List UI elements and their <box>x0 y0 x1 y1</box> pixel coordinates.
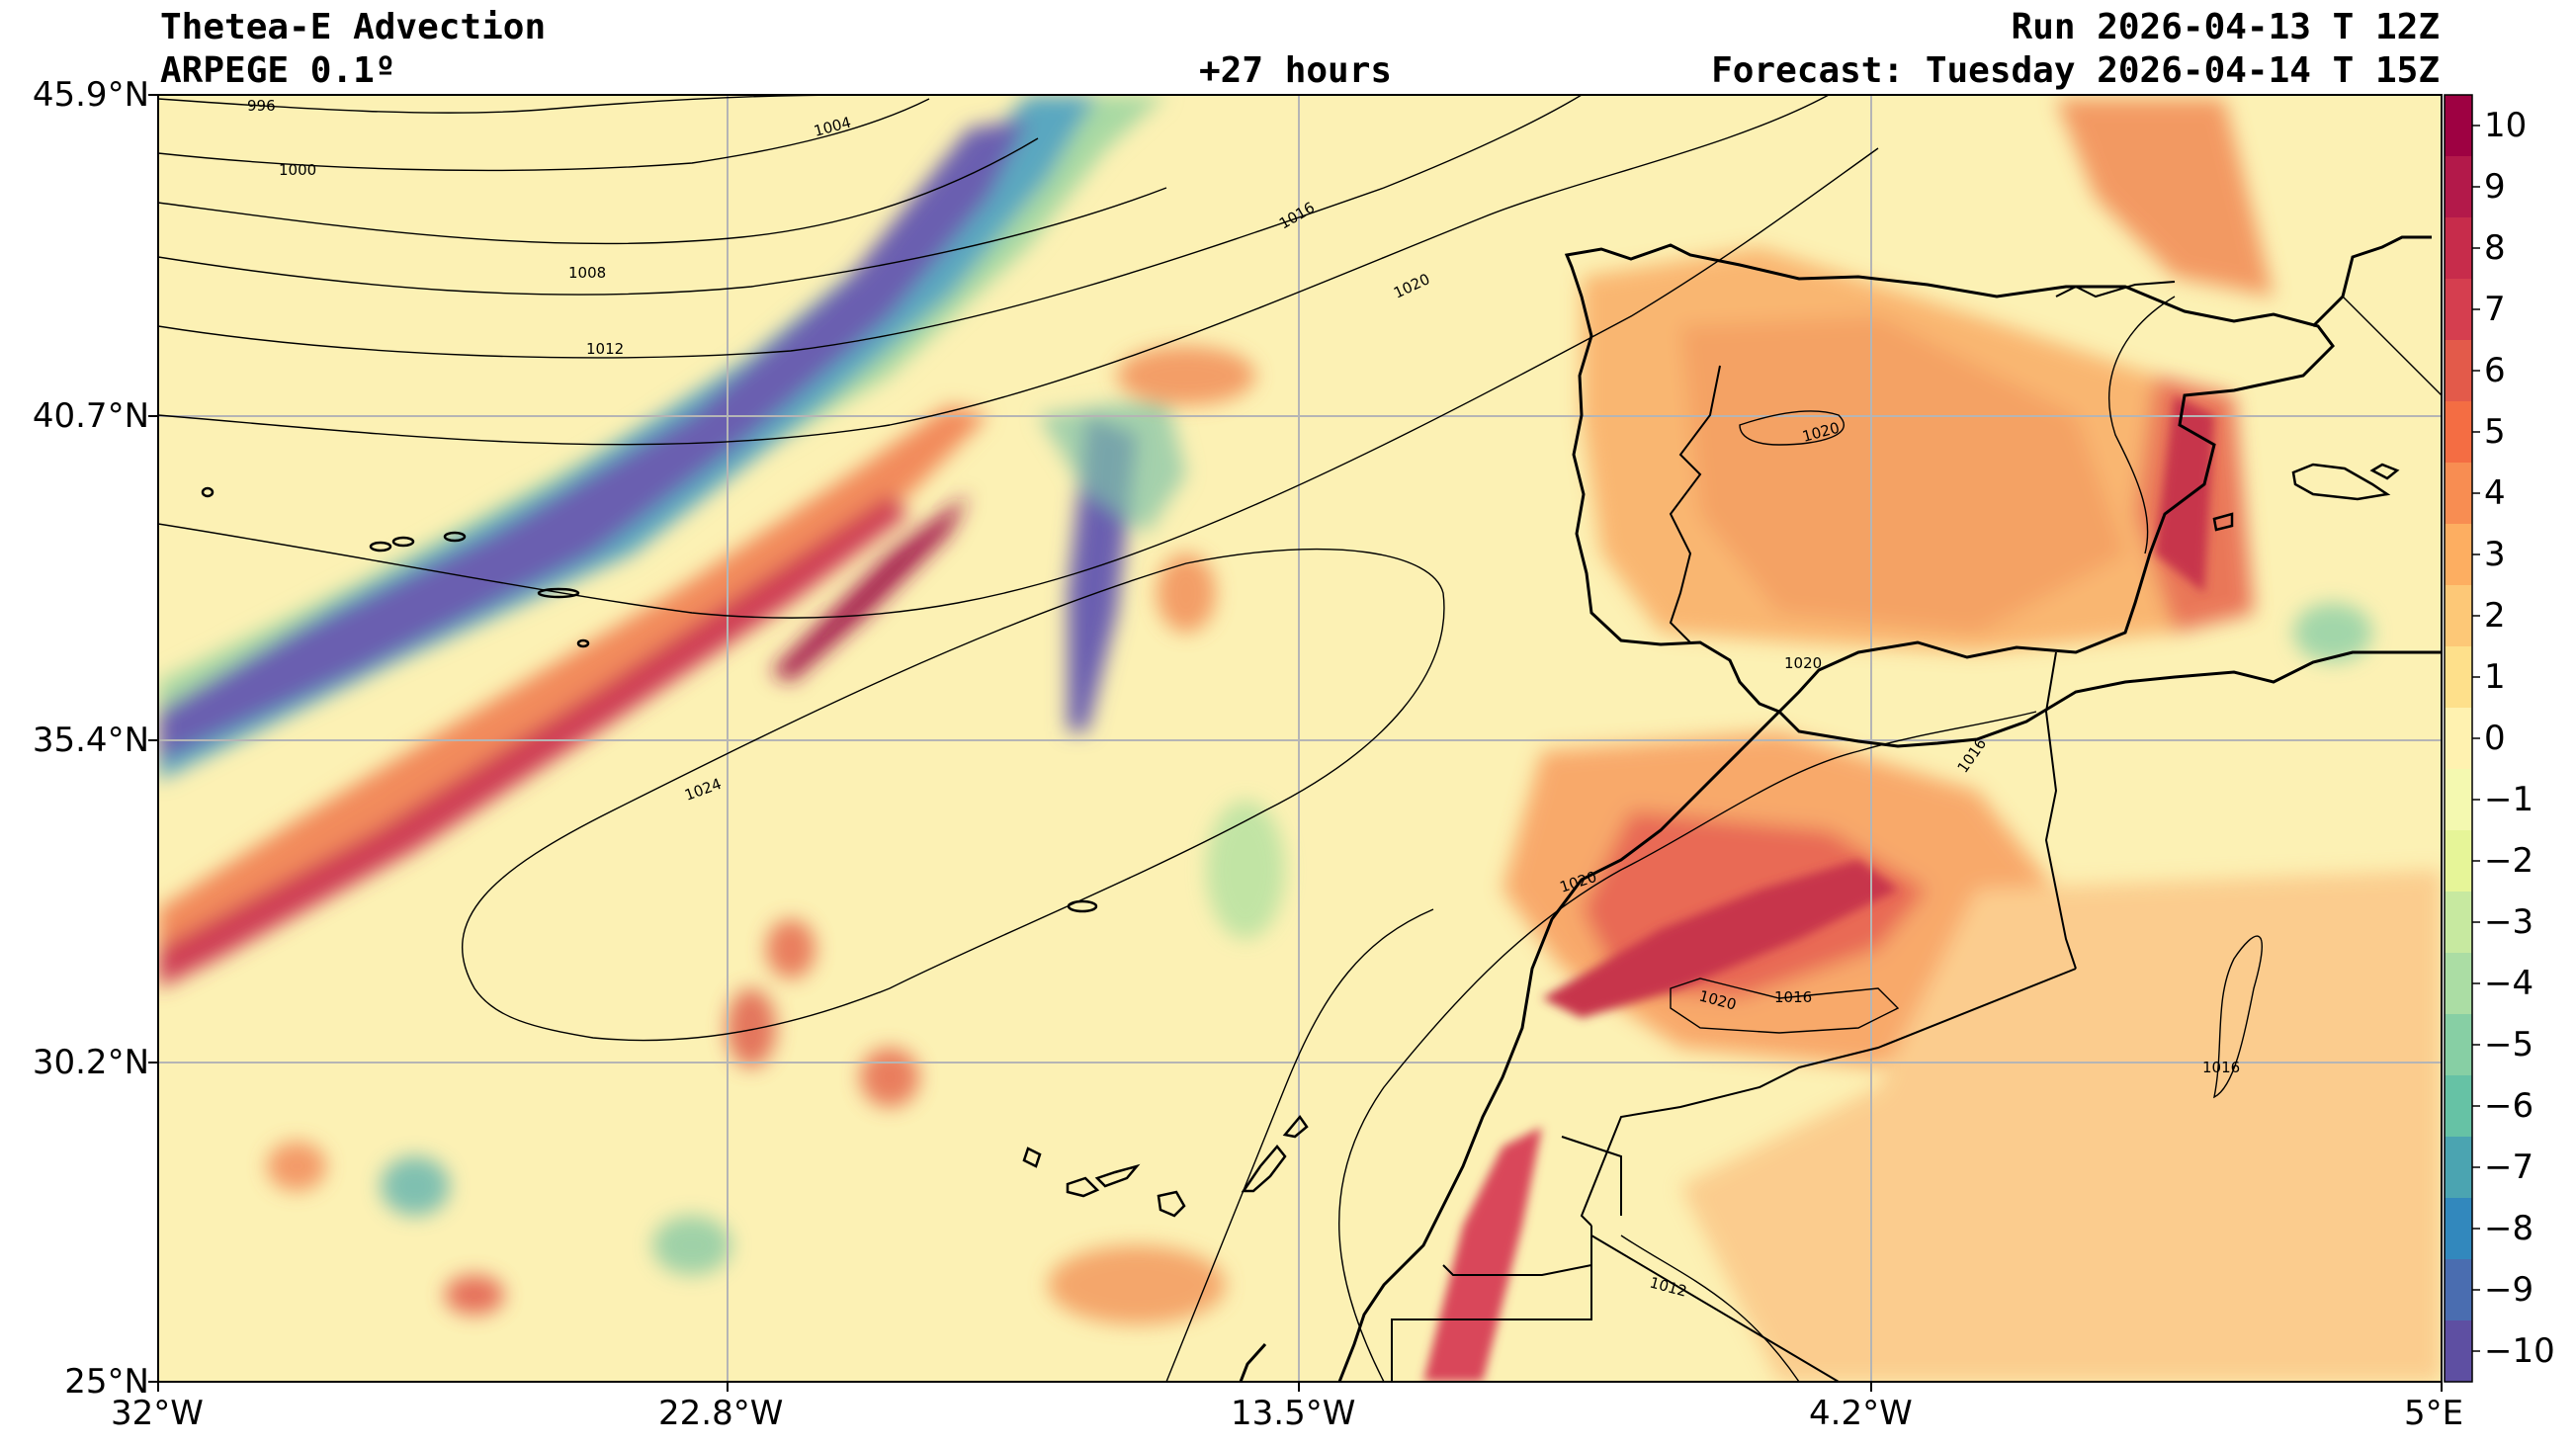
colorbar-tick-label: 5 <box>2484 412 2506 452</box>
isobar-label: 1000 <box>279 161 316 179</box>
lon-label: 13.5°W <box>1231 1394 1356 1433</box>
colorbar-swatch <box>2445 1014 2472 1076</box>
colorbar-tick-label: 6 <box>2484 351 2506 390</box>
lon-label: 4.2°W <box>1809 1394 1913 1433</box>
colorbar-swatch <box>2445 1075 2472 1138</box>
coastlines <box>1239 235 2442 1382</box>
colorbar-swatch <box>2445 95 2472 157</box>
colorbar-swatch <box>2445 524 2472 586</box>
colorbar-tick-label: −6 <box>2484 1086 2534 1126</box>
colorbar-tick-label: −7 <box>2484 1148 2534 1187</box>
isobar-label: 1020 <box>1784 654 1822 672</box>
colorbar-tick-label: −8 <box>2484 1209 2534 1248</box>
isobar-label: 996 <box>247 97 276 115</box>
lead-time-label: +27 hours <box>1199 50 1393 91</box>
colorbar-tick-label: 9 <box>2484 167 2506 207</box>
colorbar-swatch <box>2445 1137 2472 1199</box>
isobar-label: 1012 <box>586 340 624 358</box>
colorbar-swatch <box>2445 279 2472 341</box>
colorbar-tick-label: 8 <box>2484 228 2506 268</box>
colorbar-tick-label: −2 <box>2484 841 2534 881</box>
colorbar-swatch <box>2445 708 2472 770</box>
colorbar-swatch <box>2445 401 2472 464</box>
colorbar-tick-label: 10 <box>2484 106 2528 145</box>
colorbar-tick-label: 7 <box>2484 290 2506 329</box>
graticule <box>158 95 2442 1382</box>
colorbar-swatch <box>2445 1320 2472 1383</box>
colorbar-swatch <box>2445 585 2472 647</box>
lat-label: 30.2°N <box>32 1043 149 1082</box>
advection-field: 996 1000 1004 1008 1012 1016 1020 1024 1… <box>158 95 2442 1382</box>
isobar-label: 1008 <box>568 264 606 282</box>
colorbar-swatch <box>2445 953 2472 1015</box>
colorbar-swatch <box>2445 892 2472 954</box>
colorbar-swatch <box>2445 463 2472 525</box>
lat-label: 40.7°N <box>32 396 149 436</box>
colorbar-tick-label: 4 <box>2484 473 2506 513</box>
colorbar-tick-label: −10 <box>2484 1331 2555 1371</box>
colorbar-swatch <box>2445 340 2472 402</box>
map-title: Thetea-E Advection <box>160 7 547 47</box>
islands <box>201 463 2400 1218</box>
colorbar-swatch <box>2445 217 2472 280</box>
colorbar-tick-label: 3 <box>2484 535 2506 574</box>
lon-label: 32°W <box>111 1394 204 1433</box>
colorbar-tick-label: −5 <box>2484 1025 2534 1064</box>
colorbar-swatch <box>2445 646 2472 709</box>
lat-label: 25°N <box>64 1362 149 1402</box>
isobar-label: 1016 <box>2202 1059 2240 1076</box>
forecast-label: Forecast: Tuesday 2026-04-14 T 15Z <box>1711 50 2440 91</box>
lon-label: 22.8°W <box>658 1394 784 1433</box>
colorbar-tick-label: −3 <box>2484 902 2534 942</box>
colorbar-swatch <box>2445 1259 2472 1321</box>
country-borders <box>1391 281 2176 1382</box>
colorbar-swatch <box>2445 830 2472 893</box>
lon-label: 5°E <box>2404 1394 2464 1433</box>
lat-label: 45.9°N <box>32 75 149 115</box>
colorbar-tick-label: 1 <box>2484 657 2506 697</box>
isobar-lines <box>158 95 2442 1382</box>
colorbar <box>2444 94 2480 1383</box>
model-label: ARPEGE 0.1º <box>160 50 396 91</box>
isobar-label: 1016 <box>1774 988 1812 1006</box>
colorbar-swatch <box>2445 769 2472 831</box>
axis-ticks <box>148 94 2443 1392</box>
run-label: Run 2026-04-13 T 12Z <box>2011 7 2440 47</box>
colorbar-swatch <box>2445 1198 2472 1260</box>
lat-label: 35.4°N <box>32 721 149 760</box>
colorbar-swatch <box>2445 156 2472 218</box>
colorbar-tick-label: −1 <box>2484 780 2534 819</box>
colorbar-tick-label: 2 <box>2484 596 2506 636</box>
colorbar-tick-label: −4 <box>2484 964 2534 1003</box>
colorbar-tick-label: 0 <box>2484 719 2506 758</box>
colorbar-tick-label: −9 <box>2484 1270 2534 1310</box>
